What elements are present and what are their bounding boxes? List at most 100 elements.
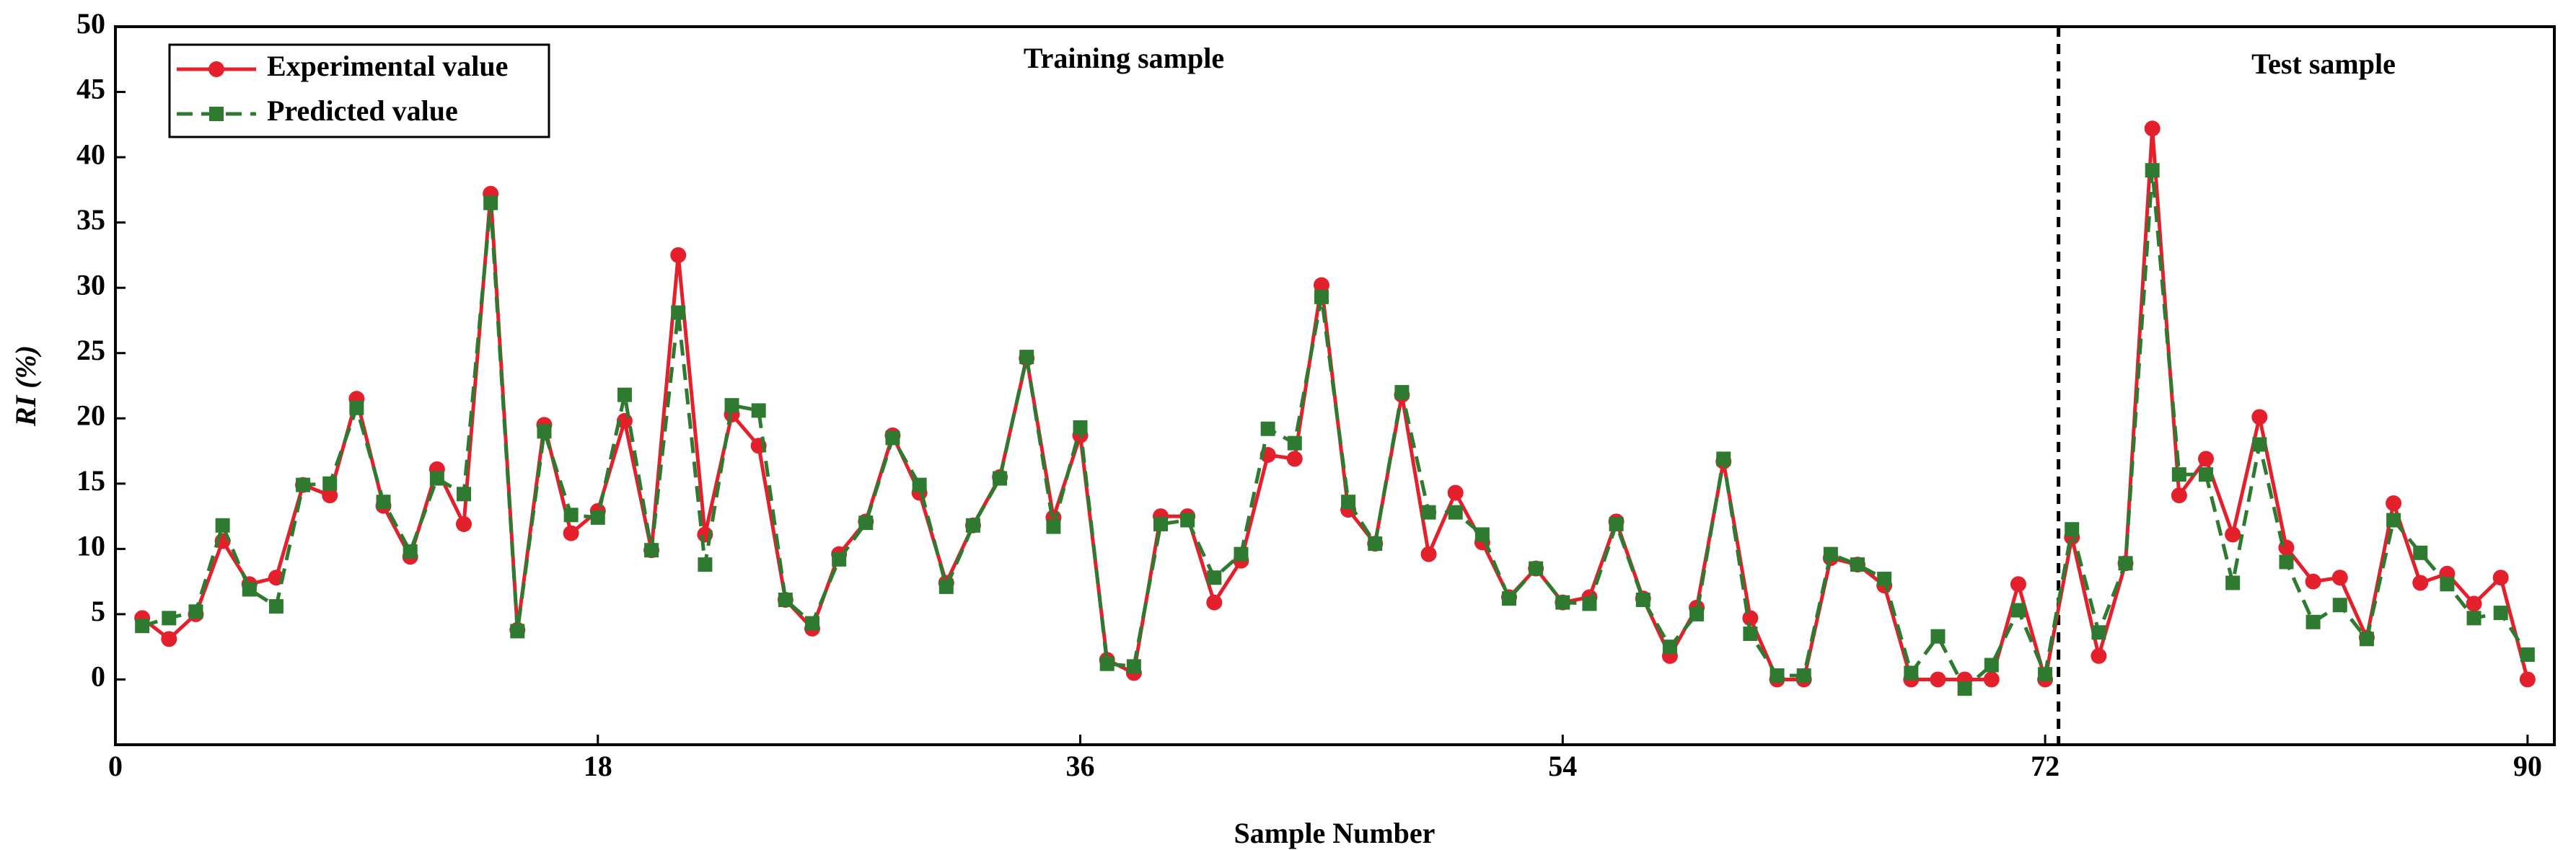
point	[2198, 451, 2214, 467]
point	[2331, 570, 2348, 586]
point	[215, 518, 230, 533]
point	[2171, 467, 2186, 482]
point	[751, 403, 766, 418]
point	[456, 515, 472, 532]
point	[242, 582, 257, 597]
point	[885, 430, 900, 446]
point	[161, 631, 177, 647]
point	[2251, 409, 2268, 425]
point	[1609, 516, 1624, 531]
point	[1286, 451, 1303, 467]
point	[510, 624, 525, 639]
annotation: Training sample	[1024, 42, 1224, 74]
y-tick-label: 50	[76, 7, 105, 40]
point	[1153, 516, 1168, 531]
point	[1877, 572, 1892, 587]
point	[2065, 522, 2080, 537]
point	[1234, 546, 1249, 562]
point	[2412, 575, 2429, 591]
legend-marker	[208, 61, 224, 77]
point	[805, 616, 819, 631]
point	[1635, 592, 1650, 607]
point	[1502, 591, 1516, 606]
point	[1421, 505, 1436, 520]
point	[403, 544, 418, 559]
point	[724, 398, 739, 413]
point	[1019, 350, 1034, 365]
point	[1448, 505, 1463, 520]
point	[2305, 573, 2321, 590]
x-tick-label: 90	[2513, 750, 2542, 782]
point	[322, 476, 338, 491]
plot-frame	[114, 25, 2556, 746]
point	[296, 477, 311, 492]
point	[1180, 513, 1195, 528]
point	[858, 515, 874, 531]
point	[1796, 668, 1811, 683]
point	[671, 305, 686, 320]
x-tick-label: 36	[1066, 750, 1095, 782]
point	[2332, 598, 2347, 613]
point	[832, 552, 847, 567]
legend-marker	[209, 107, 224, 121]
point	[1099, 656, 1115, 671]
point	[188, 604, 203, 619]
point	[1447, 484, 1464, 501]
point	[1206, 594, 1223, 611]
point	[2038, 667, 2053, 682]
point	[1662, 639, 1677, 655]
y-tick-label: 15	[76, 464, 105, 497]
point	[1529, 561, 1544, 576]
point	[2252, 437, 2267, 452]
y-tick-label: 45	[76, 73, 105, 105]
point	[912, 477, 927, 492]
point	[349, 400, 364, 415]
point	[1716, 451, 1731, 466]
point	[590, 510, 605, 525]
point	[1287, 435, 1302, 451]
y-tick-label: 35	[76, 203, 105, 236]
point	[2279, 554, 2294, 570]
point	[2466, 596, 2482, 612]
point	[1904, 665, 1919, 681]
point	[698, 557, 713, 572]
point	[268, 599, 283, 614]
point	[1314, 289, 1329, 304]
point	[1957, 681, 1972, 696]
point	[1474, 527, 1490, 542]
point	[2359, 632, 2374, 647]
point	[2145, 163, 2160, 178]
y-tick-label: 20	[76, 399, 105, 431]
point	[2010, 576, 2026, 593]
y-tick-label: 5	[91, 595, 105, 627]
point	[1368, 536, 1383, 552]
point	[2144, 120, 2160, 137]
point	[2440, 577, 2455, 592]
x-tick-label: 0	[108, 750, 123, 782]
point	[1341, 495, 1356, 510]
point	[2091, 647, 2107, 664]
point	[2118, 556, 2133, 571]
point	[1126, 659, 1141, 674]
point	[1420, 546, 1437, 562]
legend-label: Experimental value	[267, 50, 508, 82]
point	[483, 195, 498, 211]
x-tick-label: 54	[1548, 750, 1577, 782]
point	[1582, 596, 1597, 611]
point	[2171, 487, 2187, 504]
point	[2386, 495, 2402, 511]
x-tick-label: 18	[584, 750, 612, 782]
point	[1073, 420, 1088, 435]
point	[2010, 603, 2026, 618]
point	[1823, 546, 1838, 562]
point	[2199, 467, 2213, 482]
point	[1046, 519, 1061, 534]
point	[2225, 526, 2241, 543]
point	[2305, 614, 2321, 629]
point	[429, 471, 444, 486]
point	[563, 525, 579, 541]
point	[1743, 627, 1758, 642]
point	[965, 518, 980, 533]
